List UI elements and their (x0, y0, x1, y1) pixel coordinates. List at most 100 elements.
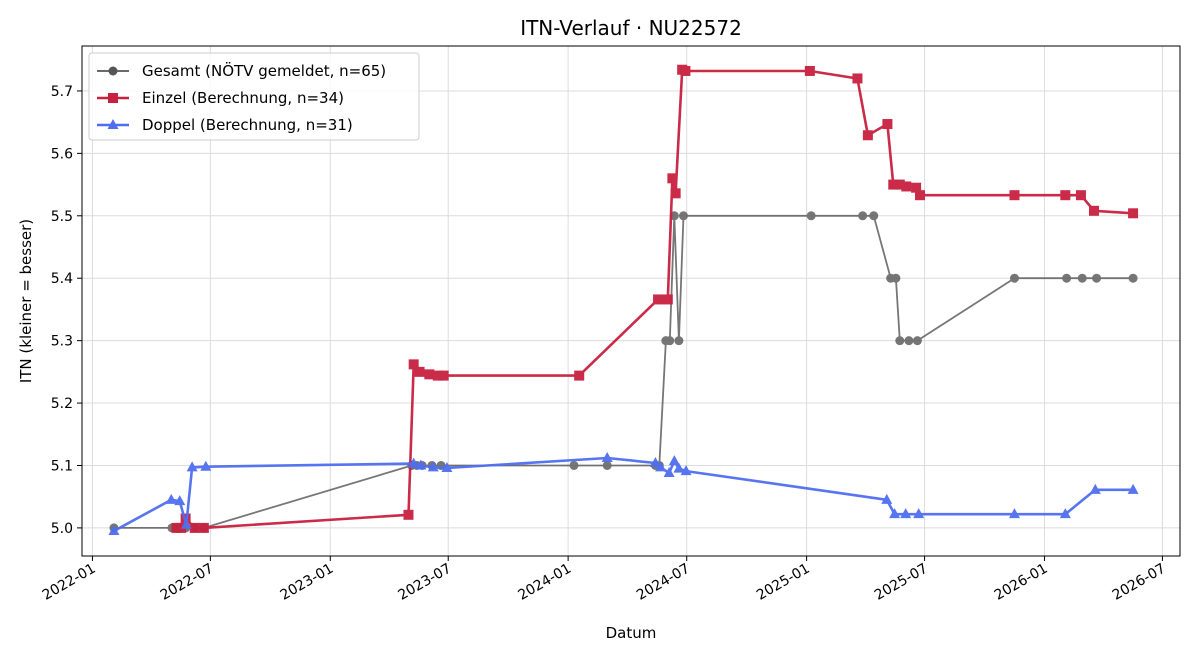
einzel-point (901, 181, 912, 192)
doppel-point (680, 465, 692, 476)
gesamt-point (1009, 273, 1019, 283)
x-tick-label: 2024-01 (515, 561, 574, 604)
gesamt-point (678, 211, 688, 221)
doppel-point (655, 461, 667, 472)
doppel-point (1059, 508, 1071, 519)
doppel-point (180, 518, 192, 529)
doppel-point (913, 508, 925, 519)
doppel-point (1089, 483, 1101, 494)
einzel-point (198, 522, 209, 533)
einzel-point (176, 522, 187, 533)
x-tick-label: 2024-07 (634, 561, 693, 604)
gesamt-point (904, 336, 914, 346)
legend-marker (107, 119, 119, 129)
doppel-point (900, 508, 912, 519)
gesamt-point (806, 211, 816, 221)
x-axis-label: Datum (606, 624, 657, 642)
einzel-point (1009, 190, 1020, 201)
einzel-point (408, 359, 419, 370)
doppel-point (1008, 508, 1020, 519)
gesamt-point (1092, 273, 1102, 283)
einzel-point (667, 173, 678, 184)
einzel-point (424, 369, 435, 380)
y-axis-label: ITN (kleiner = besser) (17, 219, 35, 383)
series-layer (108, 64, 1139, 536)
x-tick-label: 2022-07 (158, 561, 217, 604)
y-tick-label: 5.0 (51, 521, 73, 537)
gesamt-point (869, 211, 879, 221)
doppel-point (427, 461, 439, 472)
x-axis-ticks: 2022-01 2022-07 2023-01 2023-07 2024-01 2024-… (40, 556, 1169, 604)
doppel-point (649, 456, 661, 467)
einzel-point (414, 366, 425, 377)
doppel-point (441, 461, 453, 472)
legend-marker (108, 66, 118, 76)
doppel-point (186, 461, 198, 472)
doppel-point (174, 495, 186, 506)
legend-box (88, 52, 420, 141)
y-tick-label: 5.7 (51, 84, 73, 100)
y-tick-label: 5.5 (51, 209, 73, 225)
doppel-point (408, 457, 420, 468)
einzel-point (1128, 208, 1139, 219)
doppel-point (1127, 483, 1139, 494)
einzel-point (574, 370, 585, 381)
legend-entry: Doppel (Berechnung, n=31) (142, 116, 353, 134)
gesamt-point (602, 460, 612, 470)
doppel-point (673, 462, 685, 473)
einzel-point (882, 119, 893, 130)
doppel-point (881, 493, 893, 504)
gesamt-point (674, 336, 684, 346)
einzel-point (662, 294, 673, 305)
y-tick-label: 5.3 (51, 334, 73, 350)
einzel-point (403, 509, 414, 520)
einzel-point (894, 179, 905, 190)
einzel-point (670, 188, 681, 199)
doppel-point (415, 459, 427, 470)
einzel-point (653, 294, 664, 305)
legend-entry: Einzel (Berechnung, n=34) (142, 89, 344, 107)
einzel-point (1088, 205, 1099, 216)
legend-marker (108, 93, 118, 103)
doppel-point (668, 455, 680, 466)
y-axis-ticks: 5.0 5.1 5.2 5.3 5.4 5.5 5.6 5.7 (51, 84, 82, 537)
y-tick-label: 5.6 (51, 146, 73, 162)
gesamt-point (895, 336, 905, 346)
einzel-point (888, 179, 899, 190)
einzel-point (1060, 190, 1071, 201)
gesamt-point (569, 460, 579, 470)
gesamt-point (665, 336, 675, 346)
doppel-point (663, 466, 675, 477)
einzel-point (432, 370, 443, 381)
series-2 (108, 451, 1139, 536)
plot-frame (81, 45, 1181, 557)
einzel-point (862, 130, 873, 141)
doppel-point (108, 525, 120, 536)
doppel-point (165, 493, 177, 504)
einzel-point (438, 370, 449, 381)
gesamt-point (1128, 273, 1138, 283)
einzel-point (852, 73, 863, 84)
x-tick-label: 2026-07 (1110, 561, 1169, 604)
legend-entry: Gesamt (NÖTV gemeldet, n=65) (142, 61, 386, 80)
einzel-point (911, 182, 922, 193)
x-tick-label: 2023-07 (396, 561, 455, 604)
gesamt-point (1077, 273, 1087, 283)
doppel-point (889, 508, 901, 519)
x-tick-label: 2026-01 (992, 561, 1051, 604)
legend: Gesamt (NÖTV gemeldet, n=65) Einzel (Bere… (88, 52, 420, 141)
einzel-point (914, 190, 925, 201)
einzel-point (680, 65, 691, 76)
einzel-point (189, 522, 200, 533)
x-tick-label: 2022-01 (40, 561, 99, 604)
x-tick-label: 2025-01 (754, 561, 813, 604)
gesamt-point (858, 211, 868, 221)
gesamt-point (912, 336, 922, 346)
y-tick-label: 5.2 (51, 396, 73, 412)
gesamt-point (1062, 273, 1072, 283)
doppel-point (200, 460, 212, 471)
einzel-point (804, 65, 815, 76)
x-tick-label: 2023-01 (278, 561, 337, 604)
einzel-point (1075, 190, 1086, 201)
